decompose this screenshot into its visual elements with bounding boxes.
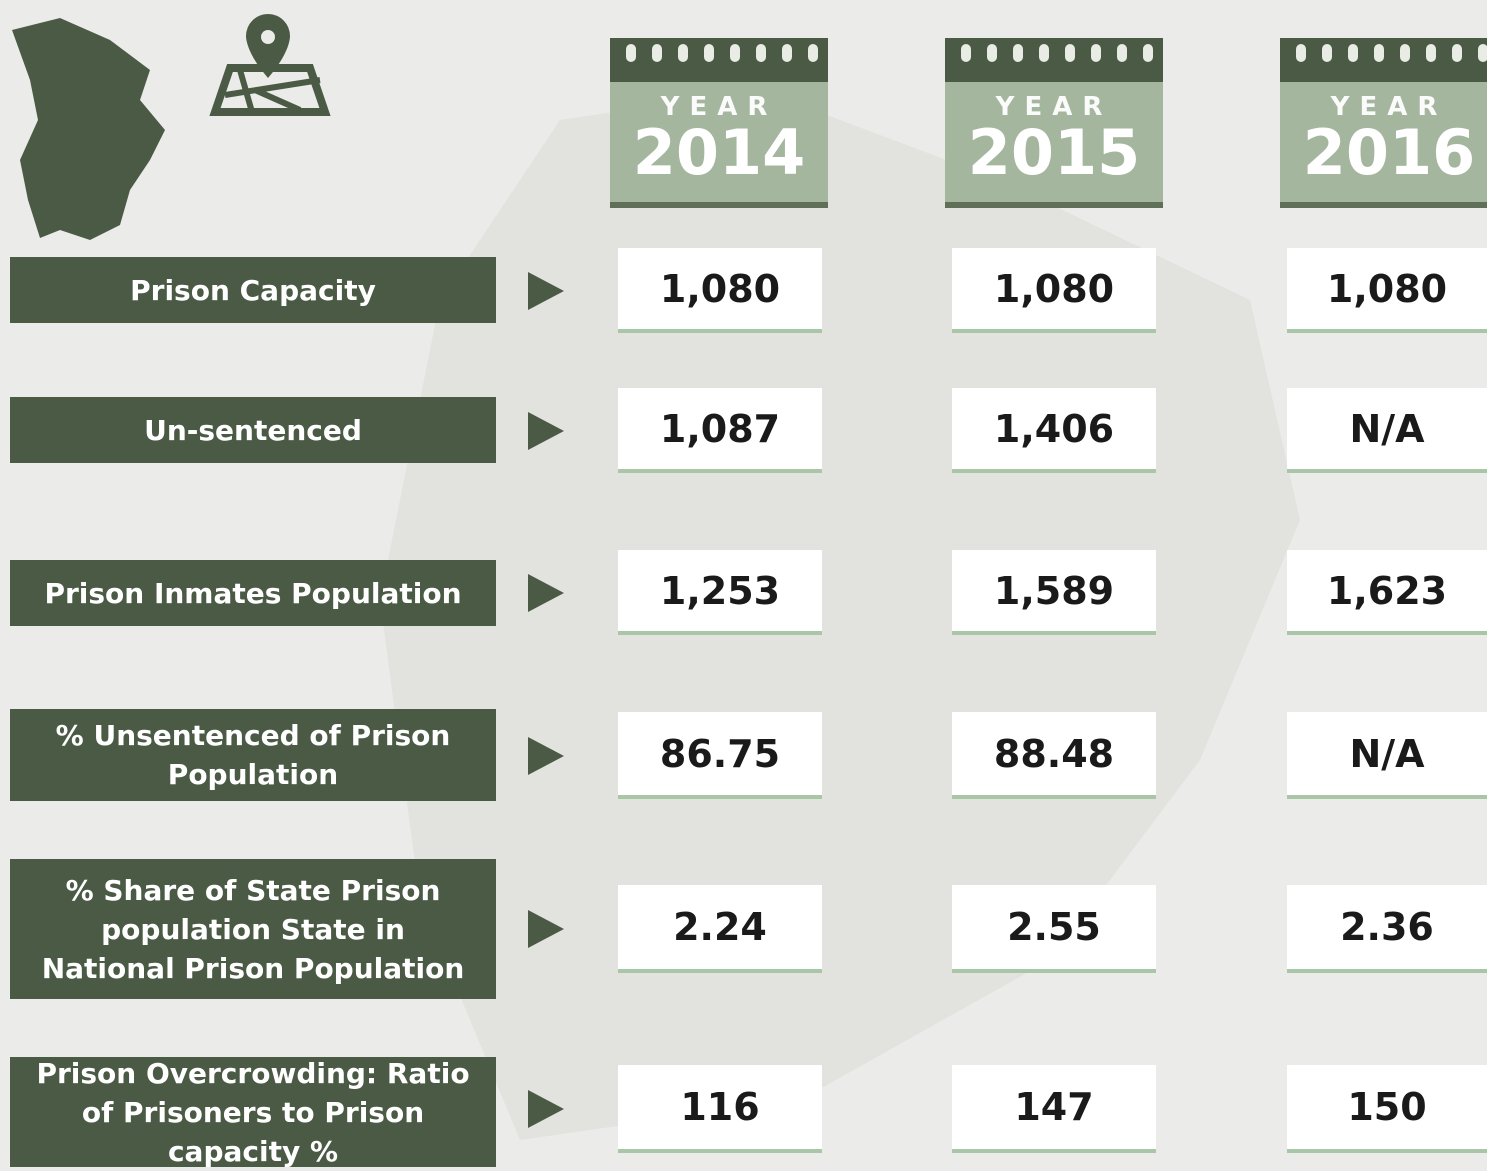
calendar-body: YEAR 2015 — [945, 82, 1163, 208]
row-arrow — [528, 1090, 564, 1128]
row-arrow — [528, 411, 564, 450]
value-cell: 1,253 — [618, 550, 822, 635]
calendar-ring — [808, 44, 818, 62]
value-cell: 150 — [1287, 1065, 1487, 1153]
calendar-ring — [756, 44, 766, 62]
calendar-ring — [961, 44, 971, 62]
calendar-ring — [652, 44, 662, 62]
calendar-ring — [678, 44, 688, 62]
value-cell: 2.24 — [618, 885, 822, 973]
calendar-ring — [782, 44, 792, 62]
calendar-top — [1280, 38, 1487, 82]
year-value: 2015 — [967, 116, 1141, 189]
value-cell: 1,080 — [952, 248, 1156, 333]
row-label: Prison Capacity — [10, 257, 496, 323]
calendar-ring — [987, 44, 997, 62]
value-cell: 1,406 — [952, 388, 1156, 473]
row-label: Un-sentenced — [10, 397, 496, 463]
year-label: YEAR — [660, 92, 778, 122]
row-label: % Share of State Prison population State… — [10, 859, 496, 999]
calendar-ring — [1296, 44, 1306, 62]
calendar-ring — [1143, 44, 1153, 62]
row-arrow — [528, 910, 564, 948]
value-cell: 1,589 — [952, 550, 1156, 635]
value-cell: N/A — [1287, 388, 1487, 473]
calendar-ring — [1478, 44, 1487, 62]
calendar-ring — [704, 44, 714, 62]
background-map — [380, 90, 1300, 1140]
value-cell: 147 — [952, 1065, 1156, 1153]
calendar-ring — [1374, 44, 1384, 62]
calendar-ring — [626, 44, 636, 62]
calendar-ring — [1013, 44, 1023, 62]
value-cell: 1,623 — [1287, 550, 1487, 635]
year-label: YEAR — [995, 92, 1113, 122]
calendar-ring — [1039, 44, 1049, 62]
map-icon — [209, 64, 331, 116]
calendar-body: YEAR 2014 — [610, 82, 828, 208]
calendar-ring — [1348, 44, 1358, 62]
row-arrow — [528, 271, 564, 310]
calendar-ring — [1065, 44, 1075, 62]
calendar-ring — [1091, 44, 1101, 62]
value-cell: 1,080 — [618, 248, 822, 333]
row-arrow — [528, 736, 564, 775]
value-cell: 1,087 — [618, 388, 822, 473]
calendar-ring — [1400, 44, 1410, 62]
calendar-ring — [1452, 44, 1462, 62]
calendar-ring — [1426, 44, 1436, 62]
row-label: Prison Inmates Population — [10, 560, 496, 626]
row-label: Prison Overcrowding: Ratio of Prisoners … — [10, 1057, 496, 1168]
value-cell: N/A — [1287, 712, 1487, 799]
pin-hole — [261, 30, 275, 44]
year-value: 2014 — [632, 116, 806, 189]
calendar-ring — [730, 44, 740, 62]
calendar-top — [610, 38, 828, 82]
year-label: YEAR — [1330, 92, 1448, 122]
map-icon-lines — [224, 69, 321, 113]
value-cell: 2.36 — [1287, 885, 1487, 973]
pin-icon — [246, 14, 290, 78]
value-cell: 88.48 — [952, 712, 1156, 799]
row-label: % Unsentenced of Prison Population — [10, 709, 496, 801]
value-cell: 1,080 — [1287, 248, 1487, 333]
calendar-ring — [1117, 44, 1127, 62]
value-cell: 86.75 — [618, 712, 822, 799]
calendar-top — [945, 38, 1163, 82]
calendar-body: YEAR 2016 — [1280, 82, 1487, 208]
row-arrow — [528, 573, 564, 612]
value-cell: 2.55 — [952, 885, 1156, 973]
state-map — [12, 18, 165, 240]
value-cell: 116 — [618, 1065, 822, 1153]
year-value: 2016 — [1302, 116, 1476, 189]
calendar-ring — [1322, 44, 1332, 62]
